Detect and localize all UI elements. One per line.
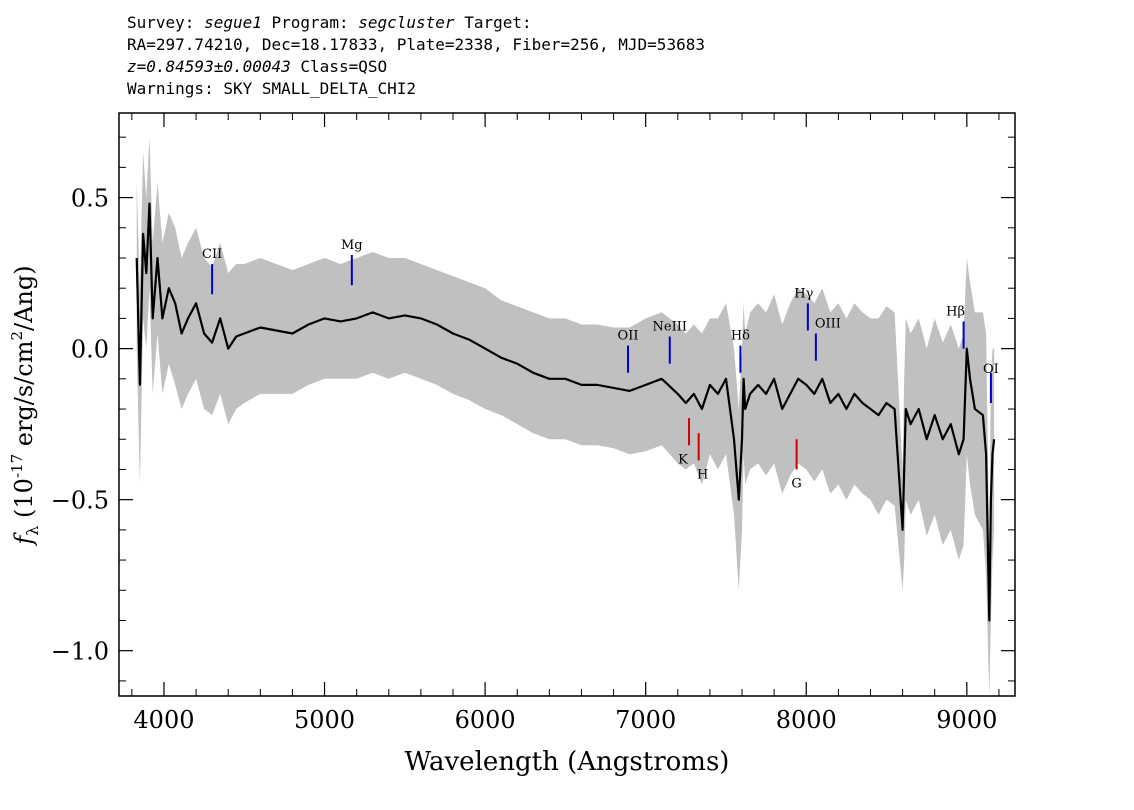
- flux-line: [135, 202, 996, 622]
- header-line-survey: Survey: segue1 Program: segcluster Targe…: [127, 12, 705, 34]
- emission-line-label: OI: [983, 362, 999, 377]
- x-tick-label: 8000: [776, 706, 837, 734]
- error-band: [136, 137, 995, 696]
- y-axis-label: fλ (10-17 erg/s/cm2/Ang): [8, 265, 42, 546]
- redshift-value: z=0.84593±0.00043: [127, 57, 291, 76]
- x-axis-label: Wavelength (Angstroms): [405, 747, 730, 777]
- program-value: segcluster: [358, 13, 455, 32]
- emission-line-label: Hγ: [794, 286, 813, 301]
- emission-line-label: Hβ: [946, 304, 965, 319]
- emission-line-label: NeIII: [653, 320, 687, 335]
- emission-line-label: CII: [202, 247, 222, 262]
- y-tick-label: 0.0: [71, 336, 109, 364]
- y-tick-label: 0.5: [71, 185, 109, 213]
- flux-layer: [135, 202, 996, 622]
- y-tick-label: −0.5: [51, 487, 109, 515]
- emission-line-label: Hδ: [731, 329, 750, 344]
- x-tick-label: 7000: [615, 706, 676, 734]
- emission-line-label: OII: [618, 329, 639, 344]
- axis-ticks-layer: 4000 5000 6000 7000 8000 9000 0.5 0.0 −0.5 −1.0: [51, 113, 1015, 734]
- survey-label: Survey:: [127, 13, 195, 32]
- target-label: Target:: [464, 13, 532, 32]
- class-value: Class=QSO: [300, 57, 388, 76]
- spectral-lines-layer: CII Mg OII NeIII Hδ Hγ OIII Hβ OI KH G: [202, 238, 999, 491]
- x-tick-label: 5000: [294, 706, 355, 734]
- header-line-warnings: Warnings: SKY SMALL_DELTA_CHI2: [127, 79, 416, 98]
- emission-line-label: OIII: [815, 317, 841, 332]
- y-tick-label: −1.0: [51, 638, 109, 666]
- error-band-layer: [136, 137, 995, 696]
- header-line-coordinates: RA=297.74210, Dec=18.17833, Plate=2338, …: [127, 35, 705, 54]
- x-tick-label: 9000: [936, 706, 997, 734]
- survey-value: segue1: [204, 13, 262, 32]
- spectrum-header: Survey: segue1 Program: segcluster Targe…: [127, 12, 705, 100]
- program-label: Program:: [271, 13, 349, 32]
- plot-frame: [118, 112, 1016, 697]
- absorption-line-label: G: [791, 476, 801, 491]
- absorption-line-label: H: [697, 467, 708, 482]
- emission-line-label: Mg: [341, 238, 363, 253]
- x-tick-label: 6000: [455, 706, 516, 734]
- header-line-redshift: z=0.84593±0.00043 Class=QSO: [127, 56, 705, 78]
- absorption-line-label: K: [678, 452, 688, 467]
- x-tick-label: 4000: [133, 706, 194, 734]
